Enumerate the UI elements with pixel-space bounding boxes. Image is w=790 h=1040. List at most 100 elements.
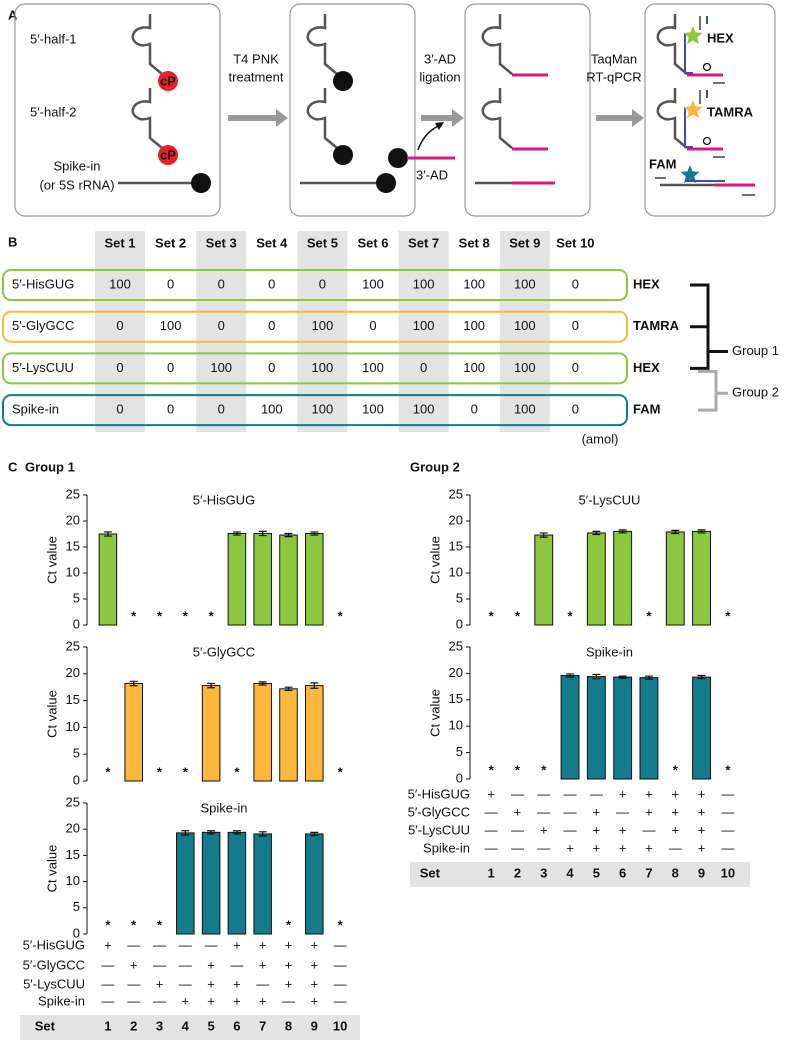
matrix-sign: + bbox=[619, 786, 627, 801]
not-detected: * bbox=[489, 608, 495, 623]
panel-label: B bbox=[8, 234, 17, 249]
step-box bbox=[289, 3, 416, 217]
matrix-sign: + bbox=[311, 957, 319, 972]
matrix-sign: — bbox=[485, 804, 498, 819]
bar bbox=[665, 531, 685, 626]
matrix-sign: + bbox=[619, 822, 627, 837]
y-axis-label: Ct value bbox=[427, 536, 442, 584]
cyclic-phosphate bbox=[158, 71, 178, 91]
cell-value: 100 bbox=[312, 402, 334, 417]
row-box bbox=[2, 269, 628, 301]
cell-value: 100 bbox=[463, 276, 485, 291]
matrix-sign: — bbox=[256, 976, 269, 991]
y-tick-label: 20 bbox=[449, 512, 463, 527]
unit-label: (amol) bbox=[582, 431, 619, 446]
matrix-sign: + bbox=[233, 937, 241, 952]
set-header: Set 10 bbox=[556, 235, 594, 250]
cell-value: 100 bbox=[463, 318, 485, 333]
y-tick-label: 15 bbox=[449, 538, 463, 553]
not-detected: * bbox=[183, 608, 189, 623]
matrix-sign: — bbox=[127, 937, 140, 952]
cyclic-phosphate-text: cP bbox=[160, 73, 176, 88]
matrix-sign: + bbox=[698, 840, 706, 855]
bar bbox=[124, 682, 143, 782]
matrix-sign: — bbox=[669, 840, 682, 855]
group-label: Group 2 bbox=[732, 385, 779, 400]
matrix-sign: — bbox=[179, 957, 192, 972]
y-tick-label: 5 bbox=[73, 746, 80, 761]
step-label: treatment bbox=[229, 69, 284, 84]
rna-hairpin bbox=[656, 88, 688, 149]
y-axis-label: Ct value bbox=[44, 690, 59, 738]
hydroxyl bbox=[376, 173, 396, 193]
matrix-sign: + bbox=[514, 804, 522, 819]
column-shade bbox=[297, 231, 348, 432]
cell-value: 0 bbox=[116, 360, 123, 375]
matrix-sign: + bbox=[619, 840, 627, 855]
y-tick-label: 10 bbox=[449, 564, 463, 579]
probe bbox=[684, 90, 708, 148]
y-tick-label: 20 bbox=[66, 665, 80, 680]
hydroxyl bbox=[191, 173, 211, 193]
bar bbox=[227, 831, 247, 935]
set-shade bbox=[20, 1015, 360, 1040]
cyclic-phosphate bbox=[158, 145, 178, 165]
error-bar bbox=[232, 830, 241, 835]
cell-value: 0 bbox=[319, 276, 326, 291]
matrix-sign: + bbox=[593, 822, 601, 837]
cell-value: 100 bbox=[413, 276, 435, 291]
rna-hairpin bbox=[656, 14, 688, 75]
cell-value: 100 bbox=[413, 318, 435, 333]
bar bbox=[201, 831, 221, 935]
set-label: Set bbox=[420, 865, 441, 880]
probe bbox=[684, 16, 708, 74]
step-arrow bbox=[596, 109, 644, 127]
matrix-sign: + bbox=[285, 957, 293, 972]
cell-value: 100 bbox=[362, 402, 384, 417]
matrix-sign: + bbox=[671, 822, 679, 837]
y-tick-label: 0 bbox=[73, 925, 80, 940]
error-bar bbox=[592, 673, 601, 680]
rna-hairpin bbox=[481, 88, 513, 149]
error-bar bbox=[310, 831, 319, 837]
matrix-sign: — bbox=[153, 993, 166, 1008]
error-bar bbox=[232, 531, 241, 536]
y-tick-label: 25 bbox=[66, 638, 80, 653]
matrix-sign: — bbox=[511, 822, 524, 837]
panel-label: A bbox=[8, 7, 18, 22]
y-tick-label: 5 bbox=[73, 899, 80, 914]
set-number: 2 bbox=[130, 1018, 137, 1033]
y-axis-label: Ct value bbox=[44, 845, 59, 893]
set-shade bbox=[410, 862, 750, 887]
not-detected: * bbox=[646, 608, 652, 623]
step-label: TaqMan bbox=[591, 51, 637, 66]
y-tick-label: 25 bbox=[66, 794, 80, 809]
quencher bbox=[702, 136, 712, 146]
matrix-sign: — bbox=[642, 822, 655, 837]
matrix-sign: — bbox=[101, 957, 114, 972]
matrix-sign: + bbox=[645, 786, 653, 801]
cell-value: 0 bbox=[420, 360, 427, 375]
not-detected: * bbox=[183, 764, 189, 779]
matrix-sign: — bbox=[153, 937, 166, 952]
matrix-sign: + bbox=[207, 993, 215, 1008]
error-bar bbox=[618, 675, 627, 679]
matrix-sign: — bbox=[721, 804, 734, 819]
set-header: Set 8 bbox=[459, 235, 490, 250]
not-detected: * bbox=[157, 764, 163, 779]
matrix-sign: — bbox=[537, 804, 550, 819]
y-tick-label: 20 bbox=[66, 512, 80, 527]
hydroxyl bbox=[333, 71, 353, 91]
set-number: 10 bbox=[721, 865, 735, 880]
matrix-row-name: 5′-LysCUU bbox=[23, 976, 85, 991]
set-number: 7 bbox=[645, 865, 652, 880]
y-tick-label: 10 bbox=[66, 719, 80, 734]
cell-value: 100 bbox=[261, 402, 283, 417]
row-name: Spike-in bbox=[12, 402, 59, 417]
error-bar bbox=[207, 830, 216, 835]
not-detected: * bbox=[157, 608, 163, 623]
not-detected: * bbox=[338, 764, 344, 779]
set-number: 9 bbox=[698, 865, 705, 880]
rna-hairpin bbox=[131, 88, 163, 149]
cyclic-phosphate-text: cP bbox=[160, 147, 176, 162]
